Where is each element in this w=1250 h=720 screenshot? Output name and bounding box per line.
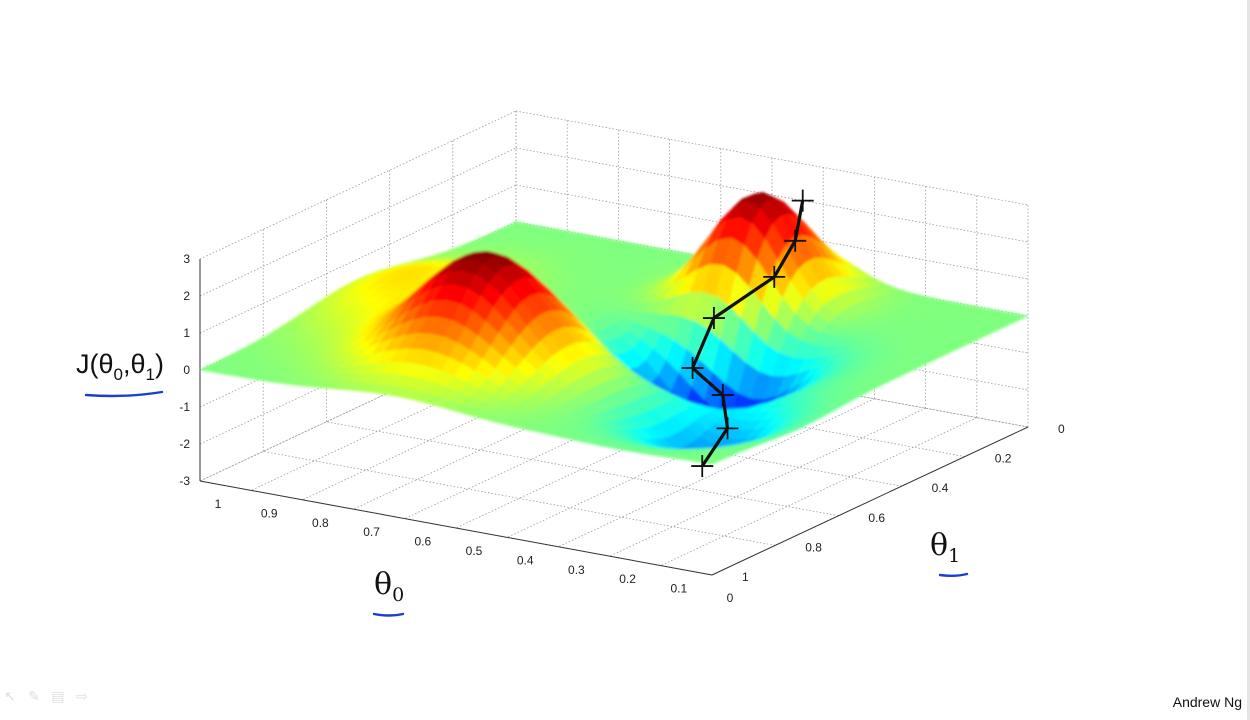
theta0-tick-label: 0.6 (414, 535, 431, 549)
z-tick-label: 3 (183, 252, 190, 266)
z-tick-label: -3 (179, 474, 190, 488)
theta0-tick-label: 0.4 (517, 553, 534, 567)
z-axis-label: J(θ0,θ1) (76, 349, 164, 384)
theta0-tick-label: 0.2 (619, 572, 636, 586)
theta1-tick-label: 1 (742, 570, 749, 584)
arrow-icon[interactable]: ↖ (4, 688, 16, 704)
descent-path (681, 189, 814, 478)
z-label-underline (84, 390, 164, 398)
descent-step-marker (691, 455, 714, 478)
theta0-tick-label: 0.1 (670, 582, 687, 596)
theta1-tick-label: 0.2 (995, 452, 1012, 466)
theta1-tick-label: 0 (1058, 422, 1065, 436)
theta0-tick-label: 0 (727, 591, 734, 605)
theta1-axis-label: θ1 (930, 528, 960, 567)
descent-step-marker (702, 307, 725, 330)
slide-toolbar: ↖ ✎ ▤ ⇨ (2, 688, 90, 704)
descent-step-marker (681, 357, 704, 380)
theta1-tick-label: 0.6 (868, 511, 885, 525)
forward-icon[interactable]: ⇨ (76, 688, 88, 704)
theta0-tick-label: 0.5 (466, 544, 483, 558)
axis-ticks: 1 0.9 0.8 0.7 0.6 0.5 0.4 0.3 0.2 0.1 0 0 0.2 0.4 0.6 0… (179, 252, 1065, 605)
theta0-axis-label: θ0 (374, 567, 404, 606)
descent-step-marker (784, 229, 807, 252)
descent-step-marker (711, 383, 734, 406)
theta0-tick-label: 1 (215, 497, 222, 511)
theta1-tick-label: 0.8 (805, 540, 822, 554)
theta0-tick-label: 0.8 (312, 516, 329, 530)
theta0-tick-label: 0.3 (568, 563, 585, 577)
descent-step-marker (716, 417, 739, 440)
z-tick-label: -1 (179, 400, 190, 414)
theta0-label-underline (372, 612, 405, 617)
z-tick-label: 2 (183, 289, 190, 303)
theta0-tick-label: 0.7 (363, 525, 380, 539)
theta1-tick-label: 0.4 (932, 481, 949, 495)
z-tick-label: 1 (183, 326, 190, 340)
theta0-tick-label: 0.9 (261, 506, 278, 520)
author-credit: Andrew Ng (1172, 694, 1242, 710)
z-tick-label: 0 (183, 363, 190, 377)
descent-step-marker (763, 265, 786, 288)
z-tick-label: -2 (179, 437, 190, 451)
cost-surface (199, 192, 1029, 465)
slides-icon[interactable]: ▤ (51, 688, 65, 704)
window-edge (1247, 0, 1250, 720)
descent-step-marker (791, 189, 814, 212)
theta1-label-underline (938, 572, 969, 577)
pen-icon[interactable]: ✎ (28, 688, 40, 704)
